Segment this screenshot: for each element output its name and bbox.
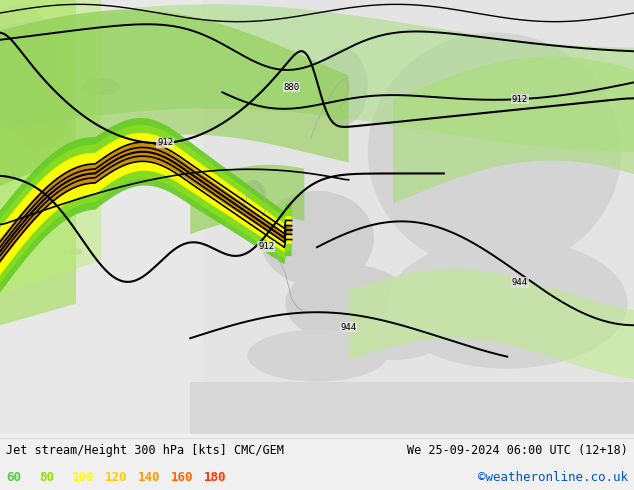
Bar (190, 382, 634, 434)
Polygon shape (0, 0, 76, 325)
Polygon shape (393, 56, 634, 204)
Text: 944: 944 (340, 323, 357, 332)
Polygon shape (0, 118, 292, 293)
Ellipse shape (260, 191, 374, 286)
Polygon shape (349, 269, 634, 379)
Ellipse shape (70, 248, 82, 255)
Polygon shape (0, 4, 634, 152)
Text: 80: 80 (39, 471, 55, 484)
Text: Jet stream/Height 300 hPa [kts] CMC/GEM: Jet stream/Height 300 hPa [kts] CMC/GEM (6, 444, 284, 457)
Ellipse shape (368, 32, 621, 271)
Polygon shape (0, 133, 292, 275)
Polygon shape (0, 10, 349, 187)
Ellipse shape (285, 265, 412, 343)
Text: 160: 160 (171, 471, 193, 484)
Ellipse shape (317, 48, 368, 126)
Text: 60: 60 (6, 471, 22, 484)
Text: ©weatheronline.co.uk: ©weatheronline.co.uk (477, 471, 628, 484)
Ellipse shape (250, 217, 269, 234)
Polygon shape (0, 125, 292, 284)
Bar (203, 0, 634, 434)
Ellipse shape (387, 239, 628, 368)
Text: 912: 912 (512, 95, 528, 103)
Text: 100: 100 (72, 471, 94, 484)
Ellipse shape (6, 65, 70, 152)
Polygon shape (190, 165, 304, 234)
Ellipse shape (241, 180, 266, 210)
Ellipse shape (342, 317, 444, 360)
Text: 912: 912 (258, 242, 275, 251)
Text: 880: 880 (283, 83, 300, 92)
Polygon shape (0, 143, 292, 264)
Text: 944: 944 (512, 278, 528, 287)
Text: 120: 120 (105, 471, 127, 484)
Bar (0, 0, 203, 434)
Text: We 25-09-2024 06:00 UTC (12+18): We 25-09-2024 06:00 UTC (12+18) (407, 444, 628, 457)
Text: 180: 180 (204, 471, 226, 484)
Ellipse shape (0, 4, 57, 126)
Ellipse shape (247, 330, 387, 382)
Text: 912: 912 (157, 139, 173, 147)
Ellipse shape (82, 78, 120, 96)
Polygon shape (0, 0, 101, 295)
Text: 140: 140 (138, 471, 160, 484)
